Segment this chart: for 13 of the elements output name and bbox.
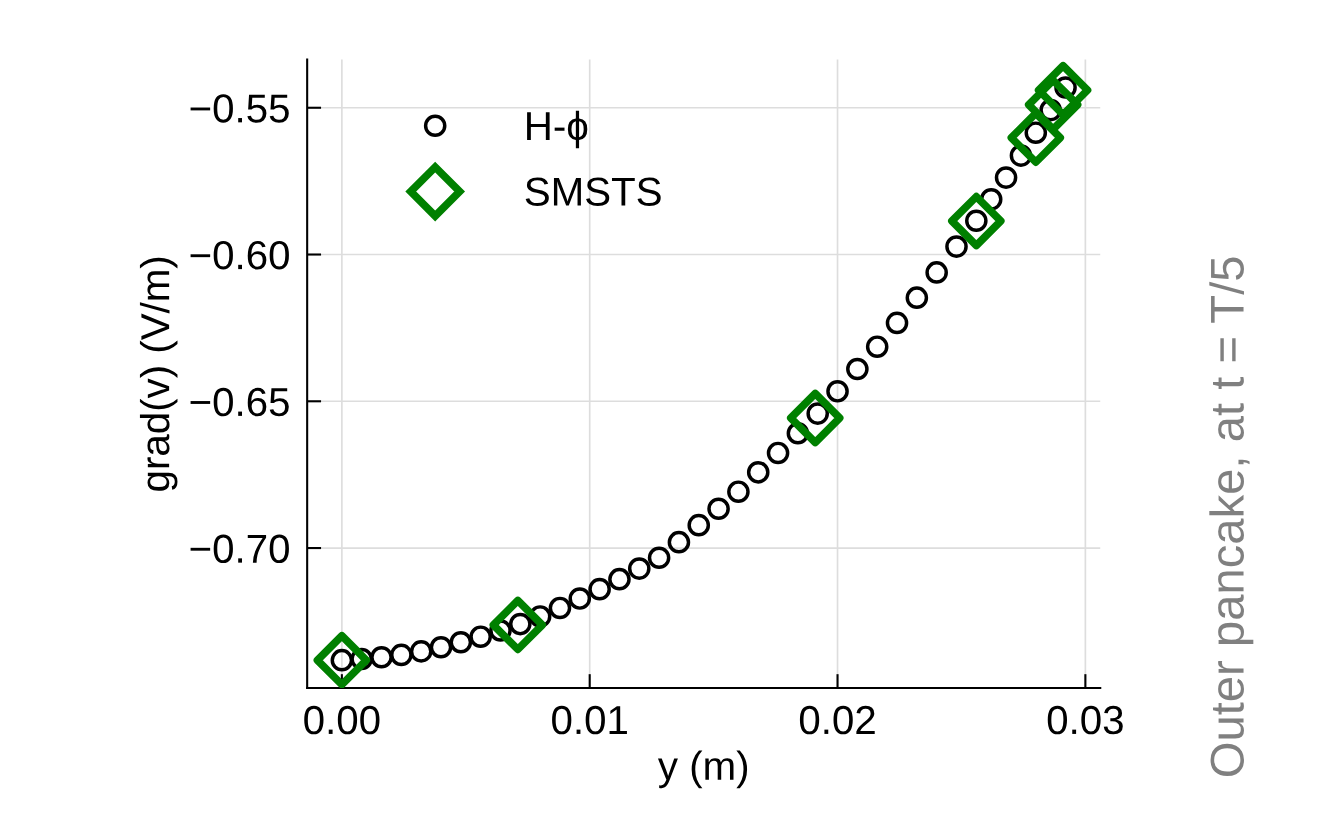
x-axis-title: y (m) [657,750,748,789]
x-tick-label: 0.00 [304,705,380,735]
legend-label: H-ϕ [527,110,588,149]
y-tick-label: −0.55 [190,94,289,123]
x-tick-label: 0.03 [1047,705,1123,735]
y-axis-title: grad(v) (V/m) [139,257,178,491]
text: Outer pancake, at t = T/5 [1209,257,1254,777]
x-tick-label: 0.02 [799,705,875,735]
legend-label: SMSTS [525,177,661,207]
y-tick-label: −0.60 [190,240,289,270]
y-tick-label: −0.70 [190,534,289,564]
x-tick-label: 0.01 [552,705,627,735]
y-tick-label: −0.65 [190,387,289,417]
